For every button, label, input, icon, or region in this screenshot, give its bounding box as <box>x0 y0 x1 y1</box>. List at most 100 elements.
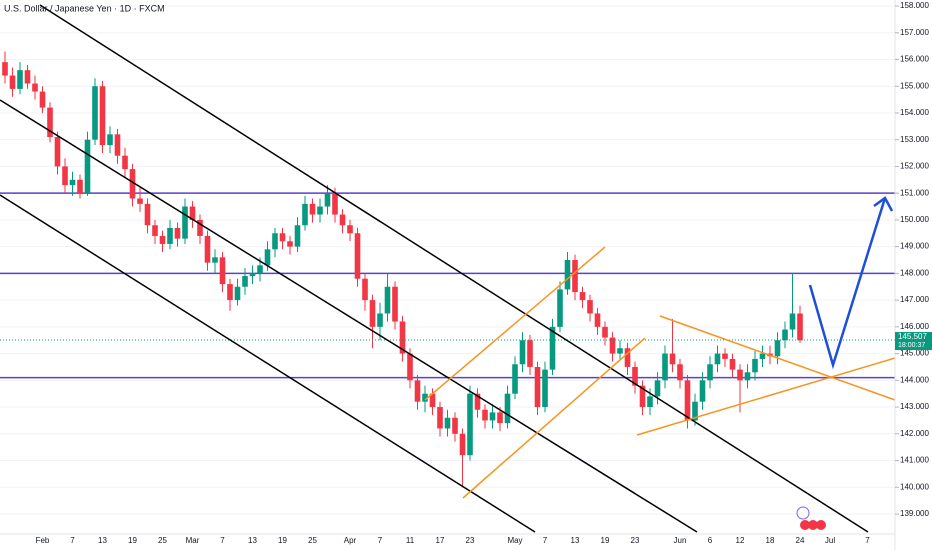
candle-body <box>384 286 391 314</box>
x-tick-label: May <box>507 536 522 545</box>
candle-body <box>54 137 61 167</box>
x-tick-label: 17 <box>436 536 445 545</box>
y-tick-label: 146.000 <box>900 322 929 331</box>
y-tick-label: 140.000 <box>900 482 929 491</box>
candle-body <box>579 292 586 301</box>
candle-body <box>242 276 248 287</box>
event-icon[interactable] <box>816 520 826 530</box>
x-tick-label: 7 <box>865 536 870 545</box>
y-tick-label: 144.000 <box>900 375 929 384</box>
candle-body <box>302 203 308 226</box>
candle-body <box>459 433 466 456</box>
trend-line <box>39 4 869 533</box>
candle-body <box>797 313 803 341</box>
y-tick-label: 149.000 <box>900 242 929 251</box>
candle-body <box>32 83 38 92</box>
x-tick-label: 23 <box>631 536 640 545</box>
y-tick-label: 153.000 <box>900 135 929 144</box>
candle-body <box>152 225 158 236</box>
chart-title: U.S. Dollar / Japanese Yen · 1D · FXCM <box>4 3 165 13</box>
candle-body <box>624 348 631 367</box>
candle-body <box>692 401 698 421</box>
candle-body <box>174 227 181 239</box>
candle-body <box>272 233 278 250</box>
event-icon[interactable] <box>800 520 810 530</box>
candle-body <box>437 407 443 429</box>
candle-body <box>474 393 481 410</box>
x-tick-label: 7 <box>543 536 548 545</box>
candle-body <box>354 233 361 279</box>
candle-body <box>204 235 211 263</box>
candle-body <box>114 134 121 156</box>
triangle-line <box>636 357 896 436</box>
candle-body <box>722 353 728 359</box>
candle-body <box>774 340 781 357</box>
x-tick-label: 6 <box>708 536 713 545</box>
candle-body <box>677 364 683 381</box>
event-icon[interactable] <box>796 506 810 520</box>
candle-body <box>587 300 593 314</box>
candle-body <box>77 179 83 194</box>
last-price-tag <box>895 332 932 351</box>
trend-line <box>0 99 698 533</box>
candle-body <box>17 70 23 89</box>
candle-body <box>497 412 503 424</box>
candle-body <box>639 385 646 408</box>
candle-body <box>129 169 136 199</box>
y-tick-label: 151.000 <box>900 188 929 197</box>
x-tick-label: Jun <box>674 536 687 545</box>
y-tick-label: 156.000 <box>900 55 929 64</box>
y-tick-label: 154.000 <box>900 108 929 117</box>
y-tick-label: 145.000 <box>900 349 929 358</box>
candle-body <box>444 417 451 429</box>
drawings <box>0 4 896 533</box>
y-tick-label: 147.000 <box>900 295 929 304</box>
y-tick-label: 158.000 <box>900 1 929 10</box>
candle-body <box>107 134 113 146</box>
candle-body <box>287 241 293 247</box>
candle-body <box>182 206 188 239</box>
candle-body <box>99 86 106 146</box>
x-tick-label: 19 <box>278 536 287 545</box>
candle-body <box>534 366 541 408</box>
event-icon[interactable] <box>808 520 818 530</box>
y-tick-label: 157.000 <box>900 28 929 37</box>
candle-body <box>369 300 376 327</box>
arrow-head <box>873 196 894 212</box>
candle-body <box>407 353 413 381</box>
x-tick-label: 11 <box>406 536 415 545</box>
candle-body <box>519 340 526 365</box>
candle-body <box>279 233 286 242</box>
candle-body <box>744 372 751 381</box>
candle-body <box>422 393 428 402</box>
candle-body <box>189 206 196 220</box>
y-tick-label: 141.000 <box>900 456 929 465</box>
projection-arrow <box>808 197 887 370</box>
x-tick-label: 23 <box>466 536 475 545</box>
x-tick-label: Apr <box>344 536 357 545</box>
candle-body <box>707 364 713 381</box>
x-tick-label: 13 <box>98 536 107 545</box>
candle-body <box>632 366 638 386</box>
candle-body <box>47 107 53 138</box>
x-tick-label: 18 <box>766 536 775 545</box>
candle-body <box>159 235 166 244</box>
candle-body <box>564 260 571 290</box>
candle-body <box>572 260 578 293</box>
candle-body <box>609 337 616 354</box>
triangle-line <box>659 315 896 401</box>
y-tick-label: 152.000 <box>900 162 929 171</box>
candle-body <box>219 257 226 285</box>
candle-body <box>789 313 796 330</box>
y-tick-label: 148.000 <box>900 268 929 277</box>
candle-body <box>549 326 556 370</box>
candle-body <box>414 380 421 402</box>
candle-body <box>669 353 676 365</box>
candle-body <box>69 179 76 186</box>
candle-body <box>362 278 368 301</box>
x-tick-label: 13 <box>248 536 257 545</box>
candle-body <box>324 193 331 207</box>
candle-body <box>24 70 31 84</box>
candle-body <box>527 340 533 367</box>
y-tick-label: 143.000 <box>900 402 929 411</box>
